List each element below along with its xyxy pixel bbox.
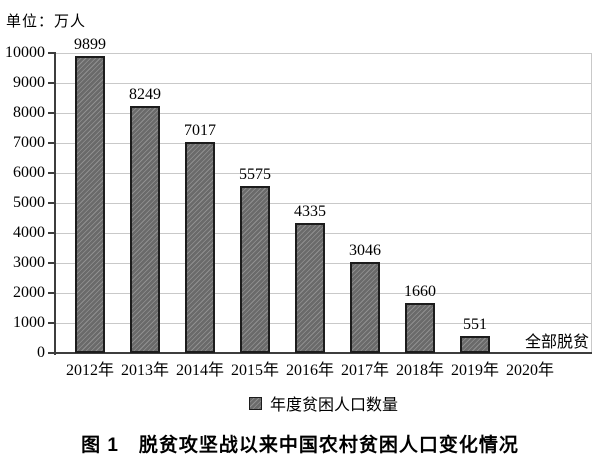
gridline	[56, 173, 591, 174]
bar	[240, 186, 270, 353]
y-axis-tick-label: 2000	[13, 284, 45, 301]
gridline	[56, 53, 591, 54]
bar	[75, 56, 105, 353]
y-axis-tick	[48, 292, 54, 294]
gridline	[56, 113, 591, 114]
y-axis-tick	[48, 112, 54, 114]
y-axis-tick-label: 1000	[13, 314, 45, 331]
x-axis-category-label: 2018年	[395, 362, 444, 379]
y-axis-tick-label: 8000	[13, 104, 45, 121]
bar-value-label: 1660	[404, 283, 436, 300]
x-axis-category-label: 2020年	[505, 362, 554, 379]
bar-value-label: 5575	[239, 166, 271, 183]
bar	[350, 262, 380, 353]
y-axis-tick-label: 0	[37, 344, 45, 361]
y-axis-tick-label: 9000	[13, 74, 45, 91]
legend-label: 年度贫困人口数量	[269, 397, 398, 414]
x-axis-category-label: 2013年	[120, 362, 169, 379]
plot-right-border	[591, 53, 592, 353]
bar-value-label: 4335	[294, 203, 326, 220]
y-axis-tick-label: 5000	[13, 194, 45, 211]
x-axis-category-label: 2019年	[450, 362, 499, 379]
x-axis-category-label: 2016年	[285, 362, 334, 379]
x-axis-category-label: 2014年	[175, 362, 224, 379]
y-axis-line	[54, 52, 56, 355]
y-axis-tick-label: 3000	[13, 254, 45, 271]
y-axis-tick	[48, 202, 54, 204]
bar-value-label: 8249	[129, 86, 161, 103]
x-axis-category-label: 2017年	[340, 362, 389, 379]
gridline	[56, 143, 591, 144]
y-axis-tick	[48, 262, 54, 264]
y-axis-tick	[48, 82, 54, 84]
bar-value-label: 9899	[74, 36, 106, 53]
bar	[460, 336, 490, 353]
gridline	[56, 83, 591, 84]
figure-caption: 图 1 脱贫攻坚战以来中国农村贫困人口变化情况	[81, 435, 519, 456]
bar	[405, 303, 435, 353]
y-axis-tick	[48, 232, 54, 234]
bar-value-label: 3046	[349, 242, 381, 259]
bar-value-label: 7017	[184, 122, 216, 139]
unit-label: 单位：万人	[6, 14, 87, 30]
x-axis-line	[54, 352, 592, 354]
x-axis-category-label: 2015年	[230, 362, 279, 379]
bar	[185, 142, 215, 353]
y-axis-tick-label: 10000	[5, 44, 45, 61]
bar-value-label: 551	[463, 316, 487, 333]
x-axis-category-label: 2012年	[65, 362, 114, 379]
y-axis-tick	[48, 322, 54, 324]
bar	[130, 106, 160, 353]
legend-hatched-swatch-icon	[248, 396, 262, 410]
zero-value-annotation: 全部脱贫	[524, 334, 589, 351]
y-axis-tick	[48, 352, 54, 354]
y-axis-tick	[48, 172, 54, 174]
y-axis-tick-label: 6000	[13, 164, 45, 181]
bar	[295, 223, 325, 353]
y-axis-tick-label: 4000	[13, 224, 45, 241]
chart-legend: 年度贫困人口数量	[55, 391, 592, 415]
y-axis-tick	[48, 52, 54, 54]
y-axis-tick-label: 7000	[13, 134, 45, 151]
gridline	[56, 203, 591, 204]
y-axis-tick	[48, 142, 54, 144]
